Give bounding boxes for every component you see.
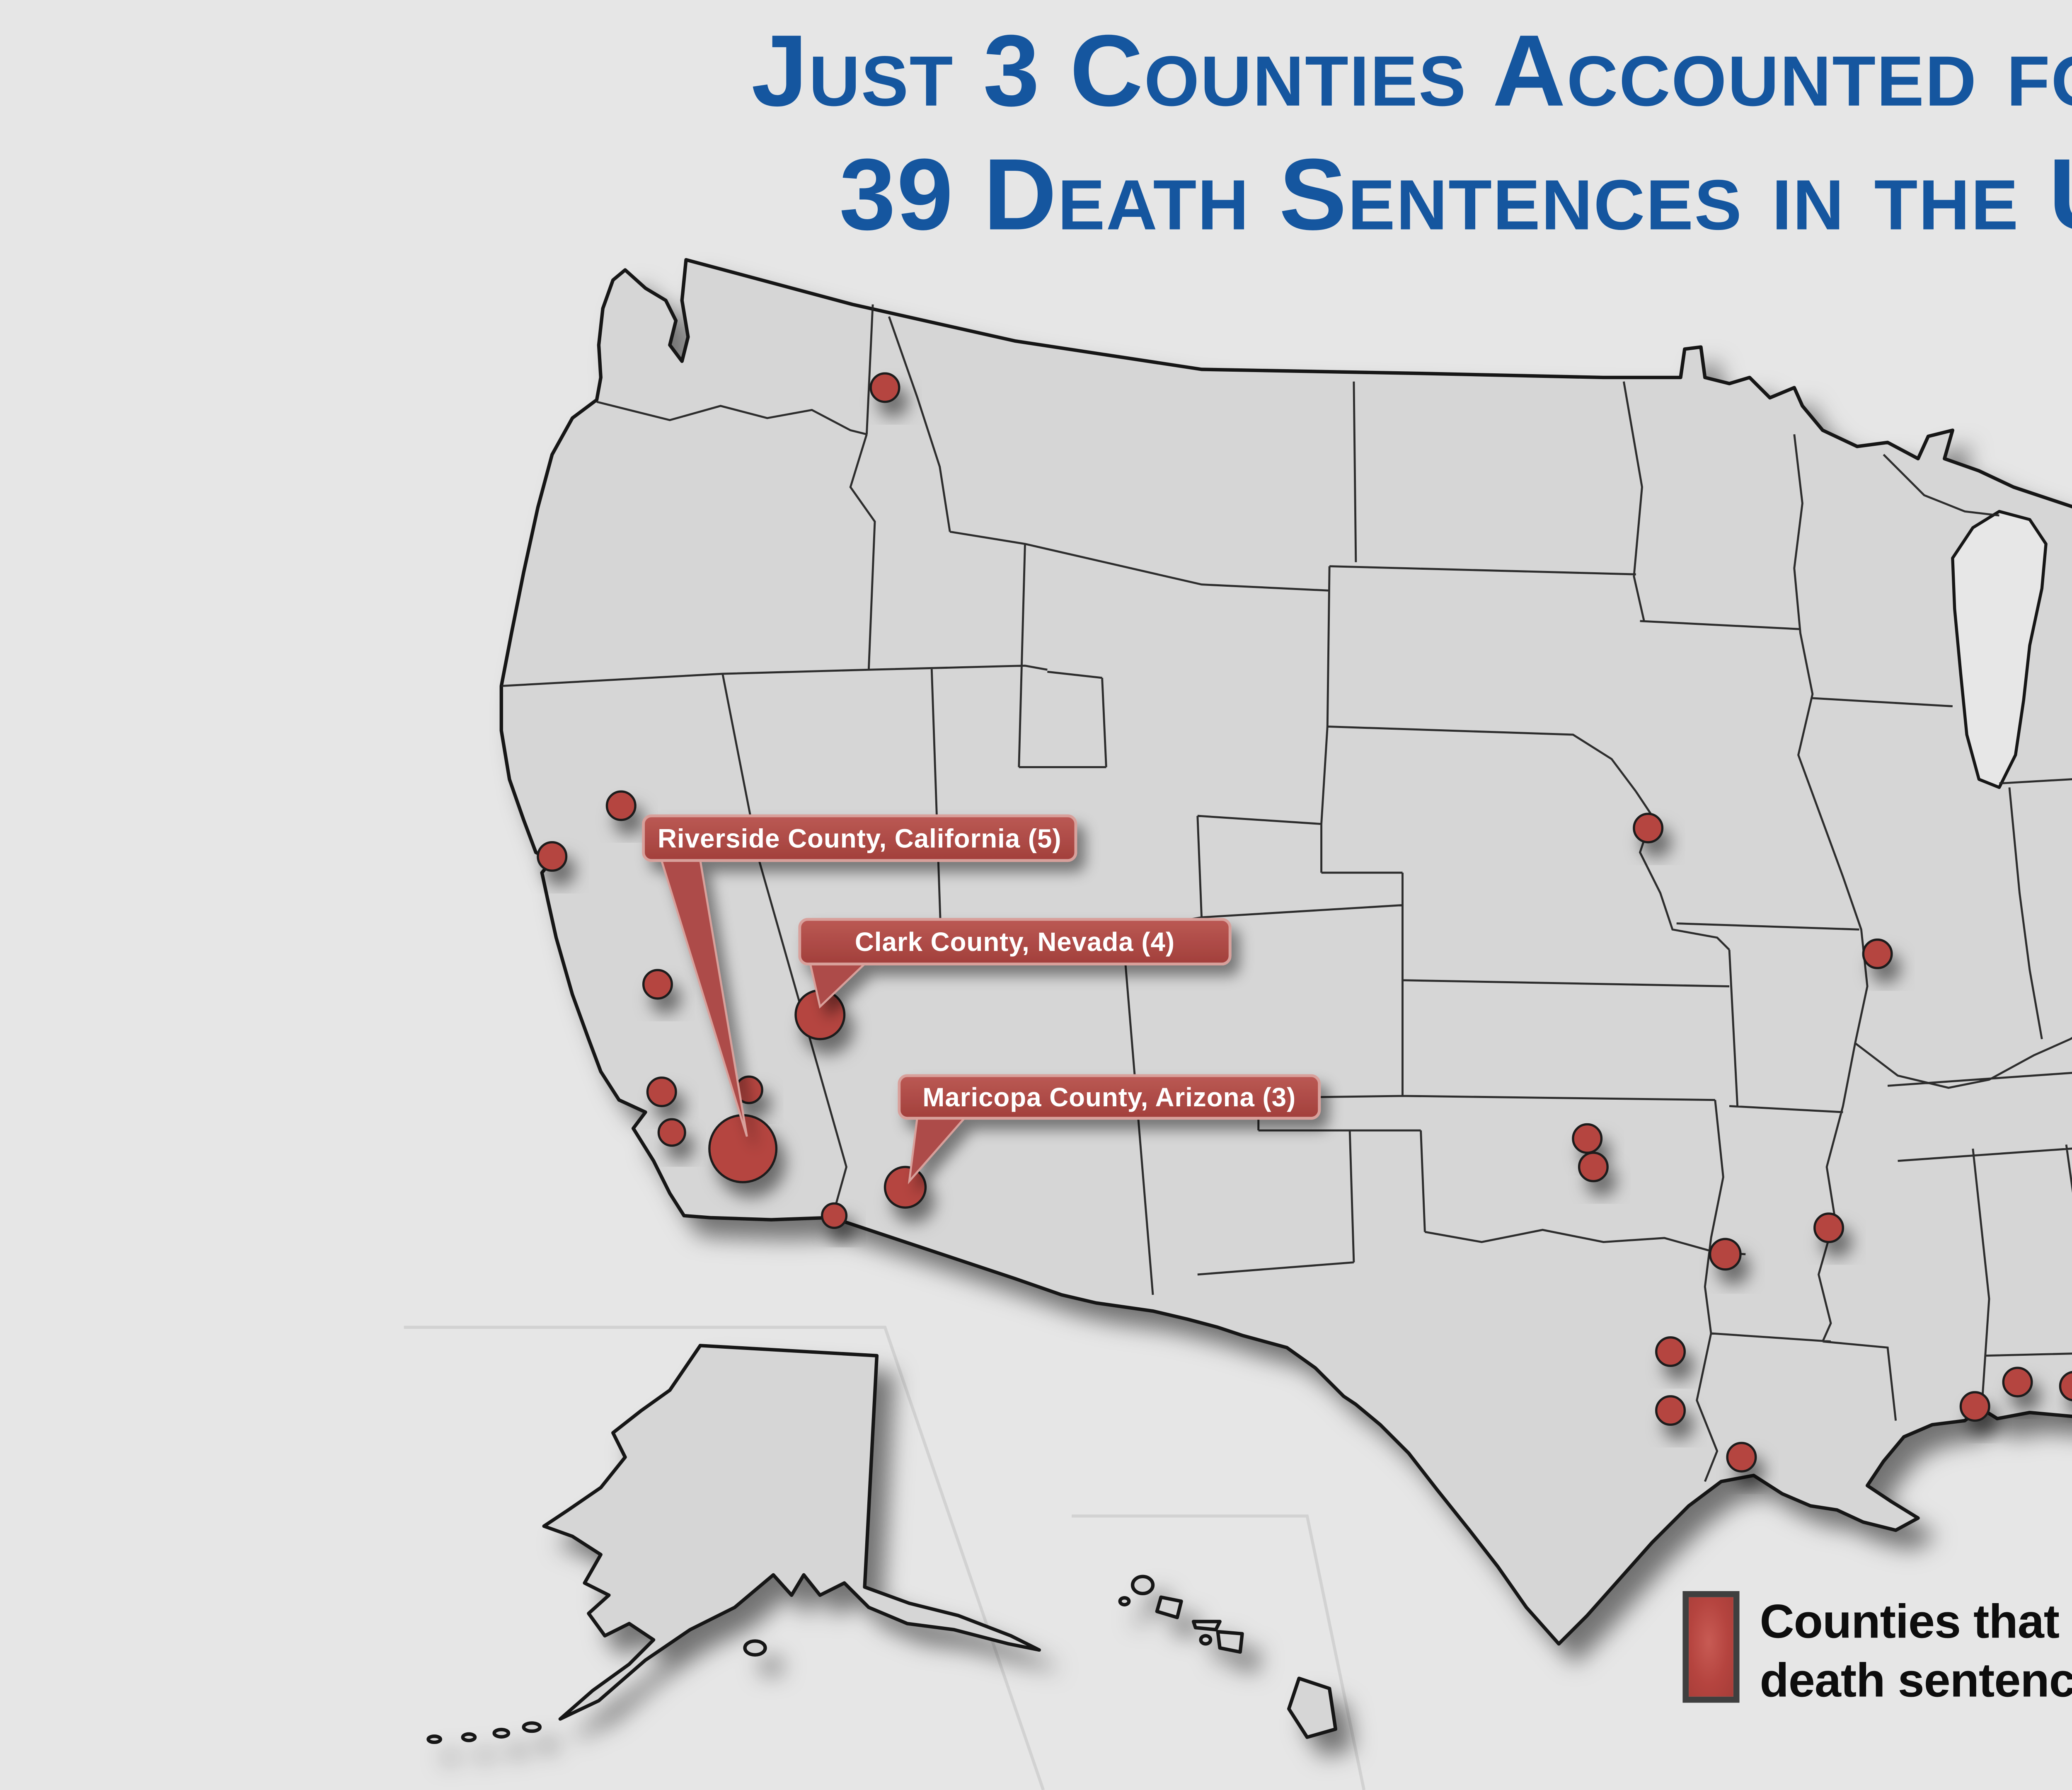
callouts-layer: Riverside County, California (5) Clark Co…	[642, 814, 1321, 1185]
aleutian-island	[522, 1721, 542, 1733]
callout-box	[642, 814, 1077, 862]
land-layer	[426, 258, 2072, 1744]
county-dot	[1572, 1123, 1603, 1154]
county-dot	[605, 790, 637, 821]
county-dot	[1862, 939, 1893, 970]
alaska-shape	[542, 1344, 1041, 1721]
callout-label: Maricopa County, Arizona (3)	[922, 1083, 1296, 1112]
hawaii-niihau	[1118, 1596, 1131, 1606]
county-dot	[2059, 1371, 2072, 1401]
inset-frame-lines	[404, 1326, 1366, 1790]
county-dot	[1655, 1395, 1686, 1426]
state-borders	[501, 304, 2072, 1482]
title-line-1: Just 3 Counties Accounted for 31% of the	[751, 14, 2072, 128]
hawaii-molokai	[1191, 1620, 1222, 1632]
legend-line-1: Counties that imposed	[1760, 1595, 2072, 1648]
county-dot	[1578, 1151, 1609, 1183]
legend-line-2: death sentences in 2017	[1760, 1654, 2072, 1707]
hawaii-oahu	[1155, 1595, 1183, 1619]
county-dot	[821, 1202, 848, 1229]
kodiak-island	[743, 1639, 767, 1657]
county-dot	[1959, 1391, 1990, 1422]
hawaii-lanai	[1199, 1634, 1213, 1646]
county-dot	[642, 969, 673, 1000]
callout-riverside-county: Riverside County, California (5)	[642, 814, 1077, 1137]
callout-clark-county: Clark County, Nevada (4)	[798, 918, 1232, 1009]
aleutian-island	[492, 1727, 511, 1739]
callout-label: Clark County, Nevada (4)	[855, 927, 1175, 957]
county-dot	[657, 1118, 686, 1147]
county-dot	[869, 372, 900, 403]
aleutian-island	[461, 1732, 477, 1742]
aleutian-island	[426, 1734, 443, 1744]
contiguous-us-shape	[499, 258, 2072, 1646]
county-dot	[646, 1076, 677, 1108]
callout-maricopa-county: Maricopa County, Arizona (3)	[898, 1074, 1321, 1185]
page-title: Just 3 Counties Accounted for 31% of the…	[268, 10, 2072, 258]
legend-label: Counties that imposed death sentences in…	[1760, 1591, 2072, 1711]
legend: Counties that imposed death sentences in…	[1682, 1591, 2072, 1711]
title-line-2: 39 Death Sentences in the U.S. in 2017	[839, 138, 2072, 252]
county-dot	[2002, 1367, 2033, 1398]
lake-michigan	[1951, 510, 2048, 789]
county-dot	[1655, 1336, 1686, 1367]
county-dot	[1813, 1212, 1844, 1243]
county-dot	[1633, 813, 1664, 844]
legend-swatch	[1682, 1591, 1740, 1703]
county-dot	[1726, 1442, 1757, 1473]
county-dots-layer	[537, 372, 2072, 1473]
county-dot	[1709, 1238, 1742, 1271]
callout-label: Riverside County, California (5)	[658, 824, 1062, 853]
callout-box	[798, 918, 1232, 965]
hawaii-maui	[1216, 1630, 1244, 1654]
county-dot-maricopa-county-arizona	[884, 1166, 927, 1209]
hawaii-big-island	[1287, 1676, 1338, 1739]
hawaii-kauai	[1130, 1575, 1155, 1596]
callout-box	[898, 1074, 1321, 1120]
county-dot	[537, 841, 568, 872]
